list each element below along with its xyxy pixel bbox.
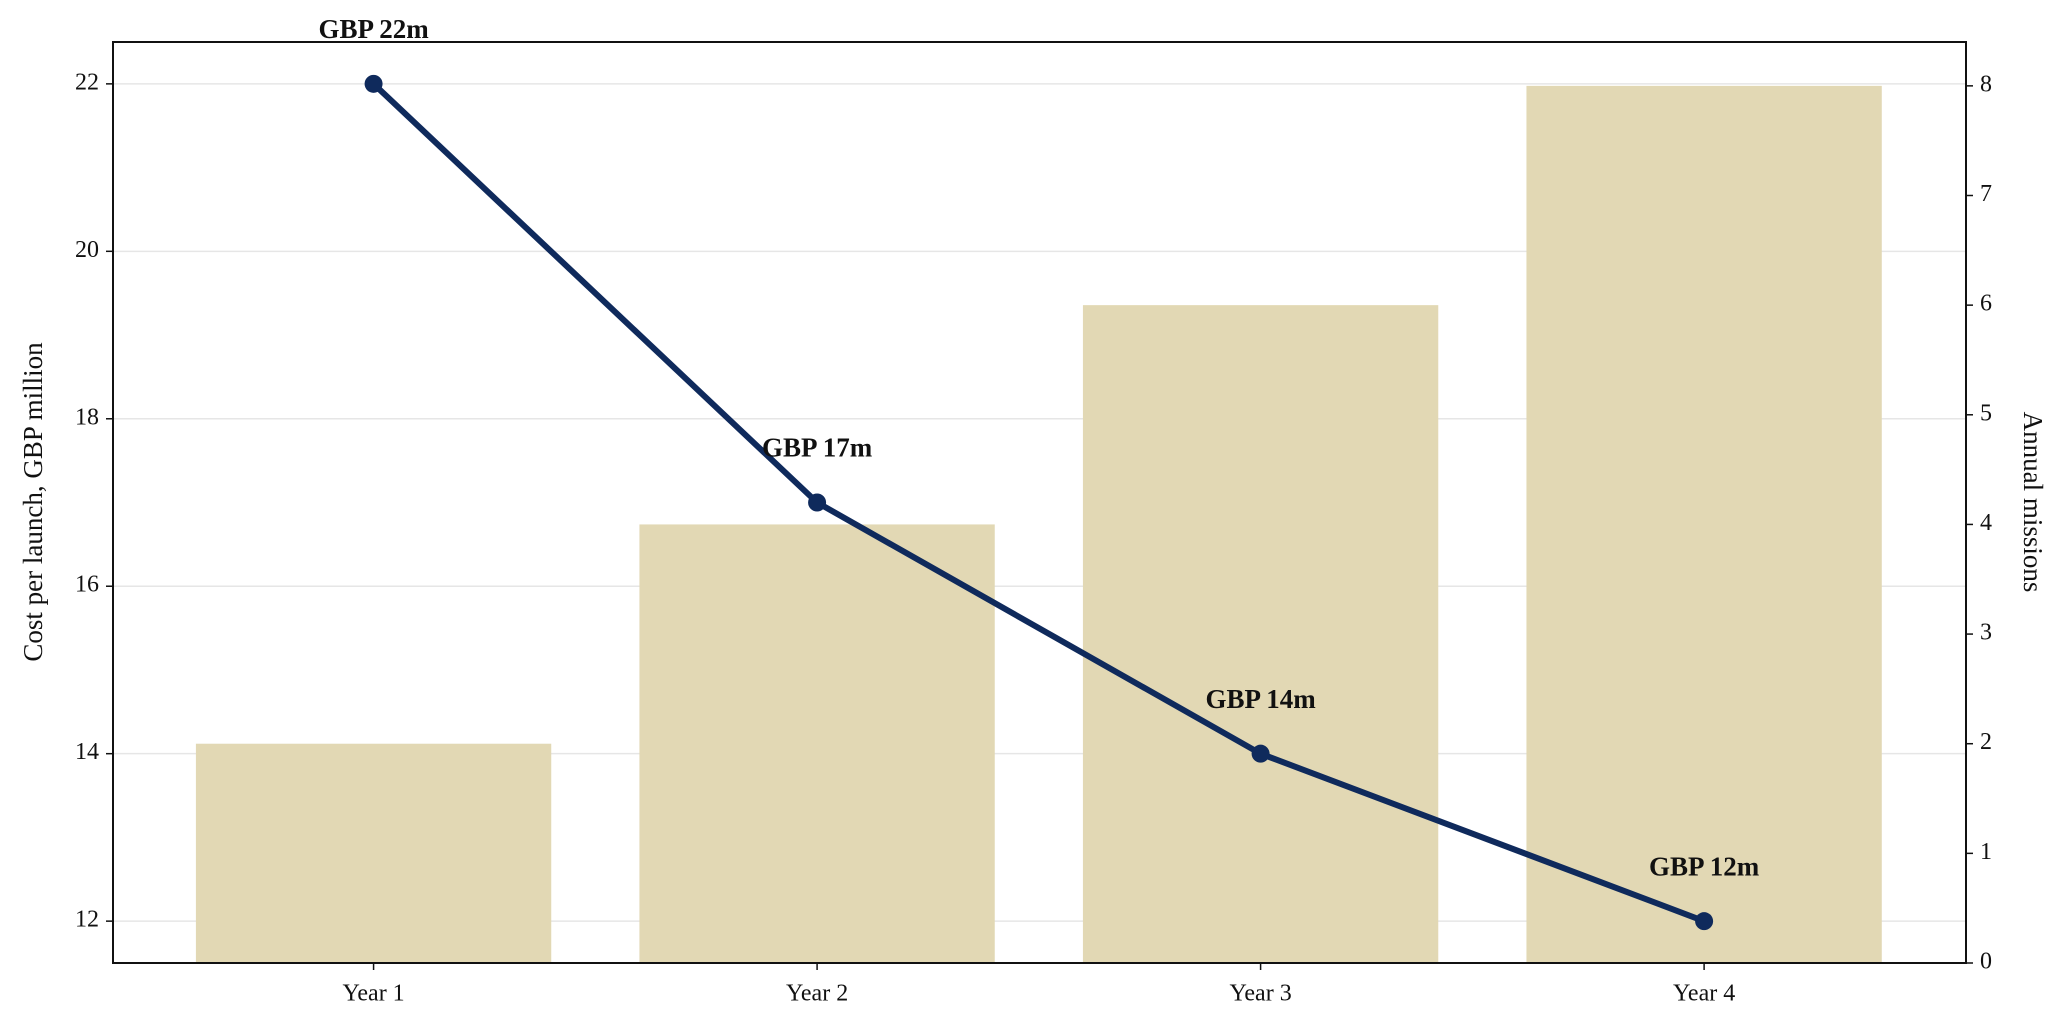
x-tick-label: Year 2 xyxy=(786,981,848,1007)
point xyxy=(808,493,827,512)
bar xyxy=(639,524,995,963)
x-tick-label: Year 1 xyxy=(342,981,404,1007)
point xyxy=(364,74,383,93)
bar xyxy=(195,743,552,963)
bar xyxy=(1526,85,1882,964)
y2-tick-label: 0 xyxy=(1980,949,1992,975)
y2-axis-label: Annual missions xyxy=(2018,412,2048,593)
y-tick-label: 18 xyxy=(75,404,99,430)
y2-tick-label: 3 xyxy=(1980,620,1992,646)
y2-tick-label: 5 xyxy=(1980,400,1992,426)
value-label: GBP 17m xyxy=(762,433,873,463)
y2-tick-label: 1 xyxy=(1980,839,1992,865)
y2-tick-label: 7 xyxy=(1980,181,1992,207)
value-label: GBP 12m xyxy=(1649,851,1760,881)
y-tick-label: 22 xyxy=(75,69,99,95)
y2-tick-label: 4 xyxy=(1980,510,1992,536)
y2-tick-label: 8 xyxy=(1980,71,1992,97)
y-tick-label: 12 xyxy=(75,907,99,933)
y2-tick-label: 2 xyxy=(1980,729,1992,755)
x-tick-label: Year 4 xyxy=(1673,981,1735,1007)
point xyxy=(1695,912,1714,931)
point xyxy=(1251,744,1270,763)
plot-frame xyxy=(112,41,1967,964)
value-label: GBP 22m xyxy=(318,14,429,44)
bar xyxy=(1082,305,1439,964)
y-tick-label: 16 xyxy=(75,572,99,598)
y-tick-label: 20 xyxy=(75,237,99,263)
y-axis-label: Cost per launch, GBP million xyxy=(18,342,48,662)
value-label: GBP 14m xyxy=(1205,684,1316,714)
line xyxy=(371,81,1706,924)
y2-tick-label: 6 xyxy=(1980,291,1992,317)
y-tick-label: 14 xyxy=(75,739,99,765)
x-tick-label: Year 3 xyxy=(1229,981,1291,1007)
